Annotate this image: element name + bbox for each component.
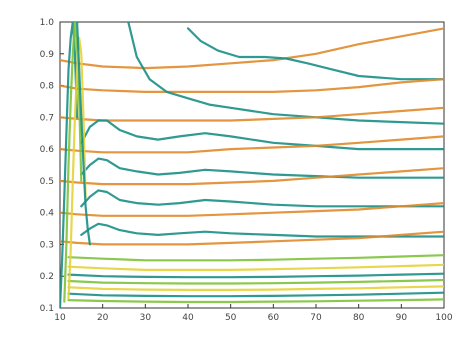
- x-tick-label-5: 60: [268, 313, 280, 323]
- x-tick-label-8: 90: [396, 313, 408, 323]
- series-line-12: [60, 230, 444, 246]
- series-line-5: [80, 119, 444, 151]
- series-line-4: [60, 106, 444, 122]
- x-tick-label-0: 10: [54, 313, 66, 323]
- x-tick-label-6: 70: [310, 313, 322, 323]
- series-line-11: [80, 222, 444, 238]
- plot-frame: [59, 21, 445, 309]
- y-tick-label-3: 0.4: [40, 209, 55, 219]
- y-tick-label-2: 0.3: [40, 240, 54, 250]
- y-tick-label-0: 0.1: [40, 304, 54, 314]
- y-tick-label-1: 0.2: [40, 272, 54, 282]
- series-line-1: [186, 27, 444, 81]
- x-tick-label-1: 20: [97, 313, 109, 323]
- series-line-2: [60, 78, 444, 93]
- series-line-6: [60, 135, 444, 154]
- series-line-21: [63, 22, 83, 303]
- series-line-23: [76, 22, 91, 246]
- series-line-18: [67, 291, 444, 298]
- x-tick-label-3: 40: [182, 313, 194, 323]
- series-line-13: [67, 254, 444, 262]
- series-line-10: [60, 202, 444, 217]
- series-line-22: [67, 36, 87, 300]
- x-tick-label-4: 50: [225, 313, 237, 323]
- x-tick-label-2: 30: [140, 313, 152, 323]
- y-tick-label-5: 0.6: [40, 145, 55, 155]
- x-tick-label-9: 100: [435, 313, 452, 323]
- series-line-15: [67, 272, 444, 279]
- y-tick-label-8: 0.9: [40, 50, 55, 60]
- series-line-14: [67, 263, 444, 271]
- series-line-19: [67, 298, 444, 304]
- series-line-7: [80, 157, 444, 179]
- series-line-17: [67, 285, 444, 291]
- y-tick-label-7: 0.8: [40, 82, 55, 92]
- series-line-9: [80, 189, 444, 208]
- y-tick-label-4: 0.5: [40, 177, 54, 187]
- series-line-16: [67, 278, 444, 285]
- series-line-0: [60, 27, 444, 70]
- y-tick-label-6: 0.7: [40, 113, 54, 123]
- series-line-3: [127, 22, 444, 125]
- y-tick-label-9: 1.0: [40, 18, 55, 28]
- series-line-8: [60, 167, 444, 186]
- x-tick-label-7: 80: [353, 313, 365, 323]
